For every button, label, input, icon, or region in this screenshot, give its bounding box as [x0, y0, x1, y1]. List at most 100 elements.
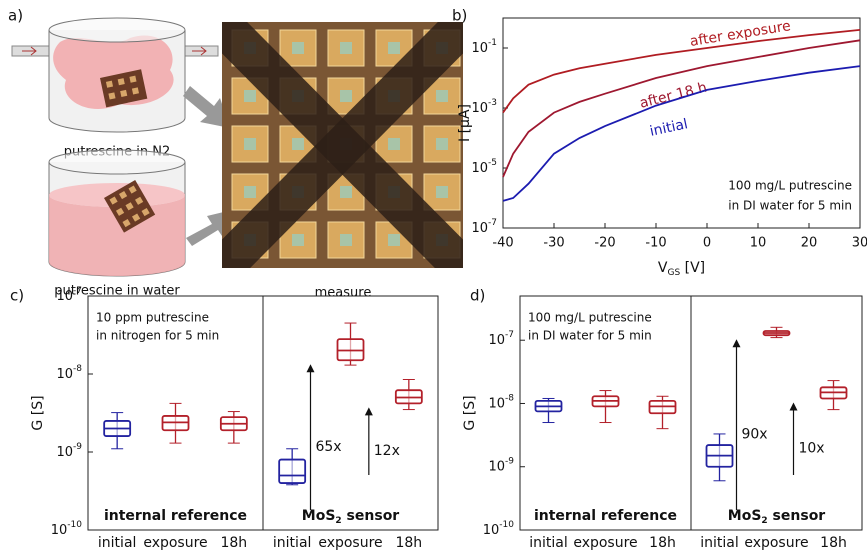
- y-tick-label-main: 10: [488, 333, 505, 348]
- y-axis-title: I [μA]: [457, 104, 473, 142]
- group-label-suffix: sensor: [768, 508, 826, 524]
- pad-center: [340, 90, 352, 102]
- pad-center: [340, 234, 352, 246]
- y-tick-label: 10-7: [56, 286, 82, 304]
- y-tick-label-sup: -9: [73, 442, 82, 452]
- x-tick-label: exposure: [573, 535, 637, 550]
- y-tick-label-main: 10: [488, 459, 505, 474]
- y-tick-label-main: 10: [471, 221, 488, 236]
- pad-center: [292, 42, 304, 54]
- annotation: 10x: [798, 441, 824, 457]
- pad-center: [292, 138, 304, 150]
- pad-center: [388, 234, 400, 246]
- note: 100 mg/L putrescine: [528, 311, 652, 325]
- y-tick-label: 10-3: [471, 98, 497, 116]
- y-tick-label-sup: -7: [73, 286, 82, 296]
- y-tick-label-sup: -9: [505, 456, 514, 466]
- y-tick-label: 10-8: [488, 393, 514, 411]
- x-axis-title-suffix: [V]: [680, 260, 705, 276]
- figure: a) putrescine in N2 putrescine in water …: [0, 0, 867, 550]
- y-tick-label-main: 10: [51, 523, 68, 538]
- note: in nitrogen for 5 min: [96, 329, 219, 343]
- pad-center: [244, 90, 256, 102]
- x-tick-label: 18h: [220, 535, 247, 550]
- annotation: 90x: [741, 427, 767, 443]
- pad-center: [388, 42, 400, 54]
- pad-center: [436, 138, 448, 150]
- x-tick-label: -10: [645, 236, 666, 251]
- x-tick-label: initial: [98, 535, 137, 550]
- x-tick-label: initial: [273, 535, 312, 550]
- pad-center: [292, 234, 304, 246]
- pad-center: [436, 186, 448, 198]
- annotation: 12x: [374, 443, 400, 459]
- x-tick-label: 18h: [395, 535, 422, 550]
- water-chamber: [49, 150, 185, 276]
- y-tick-label-main: 10: [56, 289, 73, 304]
- group-label-suffix: sensor: [342, 508, 400, 524]
- group-label: internal reference: [104, 508, 247, 524]
- series-line: [503, 40, 860, 177]
- panel-label: b): [452, 7, 467, 25]
- x-tick-label: -40: [492, 236, 513, 251]
- y-tick-label-main: 10: [471, 161, 488, 176]
- y-tick-label-main: 10: [56, 367, 73, 382]
- arrow-head: [790, 402, 798, 410]
- y-tick-label-sup: -8: [73, 364, 82, 374]
- y-tick-label-sup: -3: [488, 98, 497, 108]
- x-tick-label: initial: [700, 535, 739, 550]
- y-tick-label-sup: -7: [505, 330, 514, 340]
- y-axis-title: G [S]: [30, 395, 46, 430]
- series-label: after exposure: [689, 18, 792, 50]
- micrograph: [215, 18, 470, 275]
- x-tick-label: 10: [750, 236, 767, 251]
- caption: measure: [315, 286, 372, 301]
- y-tick-label-sup: -8: [505, 393, 514, 403]
- y-tick-label: 10-10: [483, 520, 515, 538]
- y-tick-label-sup: -10: [499, 520, 514, 530]
- y-tick-label-main: 10: [471, 101, 488, 116]
- y-tick-label-sup: -10: [67, 520, 82, 530]
- box: [279, 460, 305, 483]
- gas-chamber: [12, 18, 218, 132]
- series-label: after 18 h: [638, 80, 709, 112]
- x-tick-label: 20: [801, 236, 818, 251]
- pad-center: [340, 186, 352, 198]
- y-tick-label-main: 10: [483, 523, 500, 538]
- arrow-head: [307, 364, 315, 372]
- pad-center: [388, 138, 400, 150]
- pad-center: [244, 186, 256, 198]
- note: 100 mg/L putrescine: [728, 179, 852, 193]
- y-tick-label: 10-9: [56, 442, 82, 460]
- group-label-main: MoS: [728, 508, 762, 524]
- group-label: MoS2 sensor: [302, 508, 400, 526]
- x-tick-label: 0: [703, 236, 711, 251]
- panel-label: d): [470, 287, 485, 305]
- y-tick-label-main: 10: [56, 445, 73, 460]
- series-label: initial: [648, 116, 689, 140]
- y-tick-label: 10-8: [56, 364, 82, 382]
- y-tick-label: 10-7: [471, 218, 497, 236]
- group-label-main: internal reference: [534, 508, 677, 524]
- x-tick-label: exposure: [318, 535, 382, 550]
- group-label: internal reference: [534, 508, 677, 524]
- y-axis-title: G [S]: [462, 395, 478, 430]
- pad-center: [244, 138, 256, 150]
- y-tick-label: 10-9: [488, 456, 514, 474]
- pad-center: [340, 42, 352, 54]
- annotation: 65x: [315, 439, 341, 455]
- group-label-main: internal reference: [104, 508, 247, 524]
- arrow-head: [365, 407, 373, 415]
- y-tick-label-main: 10: [471, 41, 488, 56]
- panel-label: a): [8, 7, 23, 25]
- x-axis-title: VGS [V]: [658, 260, 705, 278]
- pad-center: [436, 90, 448, 102]
- y-tick-label: 10-5: [471, 158, 497, 176]
- note: in DI water for 5 min: [528, 329, 652, 343]
- x-axis-title-sub: GS: [667, 268, 680, 278]
- x-axis-title-main: V: [658, 260, 668, 276]
- x-tick-label: 18h: [649, 535, 676, 550]
- x-tick-label: 18h: [820, 535, 847, 550]
- panel-label: c): [10, 287, 24, 305]
- y-tick-label-sup: -1: [488, 38, 497, 48]
